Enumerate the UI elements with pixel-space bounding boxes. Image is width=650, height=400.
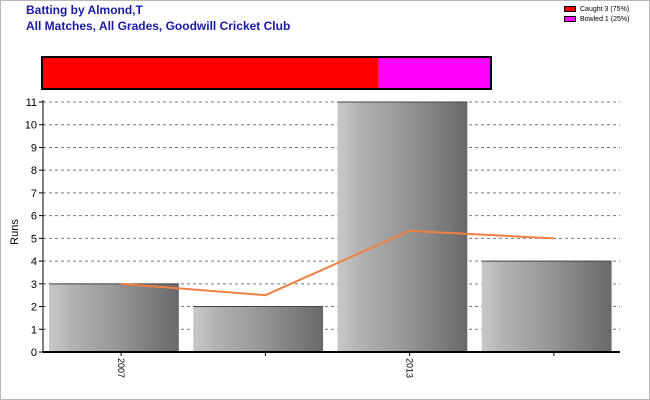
y-tick-label: 9 (31, 142, 37, 154)
legend-swatch-bowled (564, 16, 576, 22)
legend: Caught 3 (75%) Bowled 1 (25%) (564, 4, 629, 24)
dismissal-segment-bowled (378, 57, 491, 89)
y-tick-label: 0 (31, 347, 37, 359)
trend-line (121, 229, 554, 297)
bar (49, 283, 179, 352)
axes: 0 1 2 3 4 5 6 7 8 9 10 11 2007 2013 Runs (9, 97, 620, 378)
dismissal-bar-border (41, 56, 492, 90)
chart-subtitle: All Matches, All Grades, Goodwill Cricke… (26, 19, 291, 33)
legend-label-bowled: Bowled 1 (25%) (580, 15, 630, 23)
y-tick-label: 10 (25, 120, 37, 132)
legend-label-caught: Caught 3 (75%) (580, 5, 630, 13)
y-tick-label: 8 (31, 165, 37, 177)
y-tick-label: 1 (31, 324, 37, 336)
y-tick-label: 2 (31, 302, 37, 314)
bars (49, 101, 612, 352)
x-tick-label: 2013 (405, 358, 415, 378)
y-tick-label: 11 (26, 97, 37, 109)
x-tick-label: 2007 (116, 358, 126, 378)
y-tick-label: 5 (31, 233, 37, 245)
y-axis-label: Runs (9, 219, 21, 245)
y-tick-label: 7 (31, 188, 37, 200)
trend-line-layer (121, 229, 554, 297)
bar (193, 306, 324, 352)
dismissal-stacked-bar (41, 56, 492, 90)
legend-item-caught: Caught 3 (75%) (564, 4, 629, 14)
chart-title: Batting by Almond,T (26, 3, 143, 17)
legend-swatch-caught (564, 6, 576, 12)
y-tick-label: 6 (31, 211, 37, 223)
bar (337, 102, 468, 352)
bar (481, 261, 612, 352)
y-tick-label: 3 (31, 279, 37, 291)
legend-item-bowled: Bowled 1 (25%) (564, 14, 629, 24)
dismissal-segment-caught (42, 57, 379, 89)
y-tick-label: 4 (31, 256, 37, 268)
